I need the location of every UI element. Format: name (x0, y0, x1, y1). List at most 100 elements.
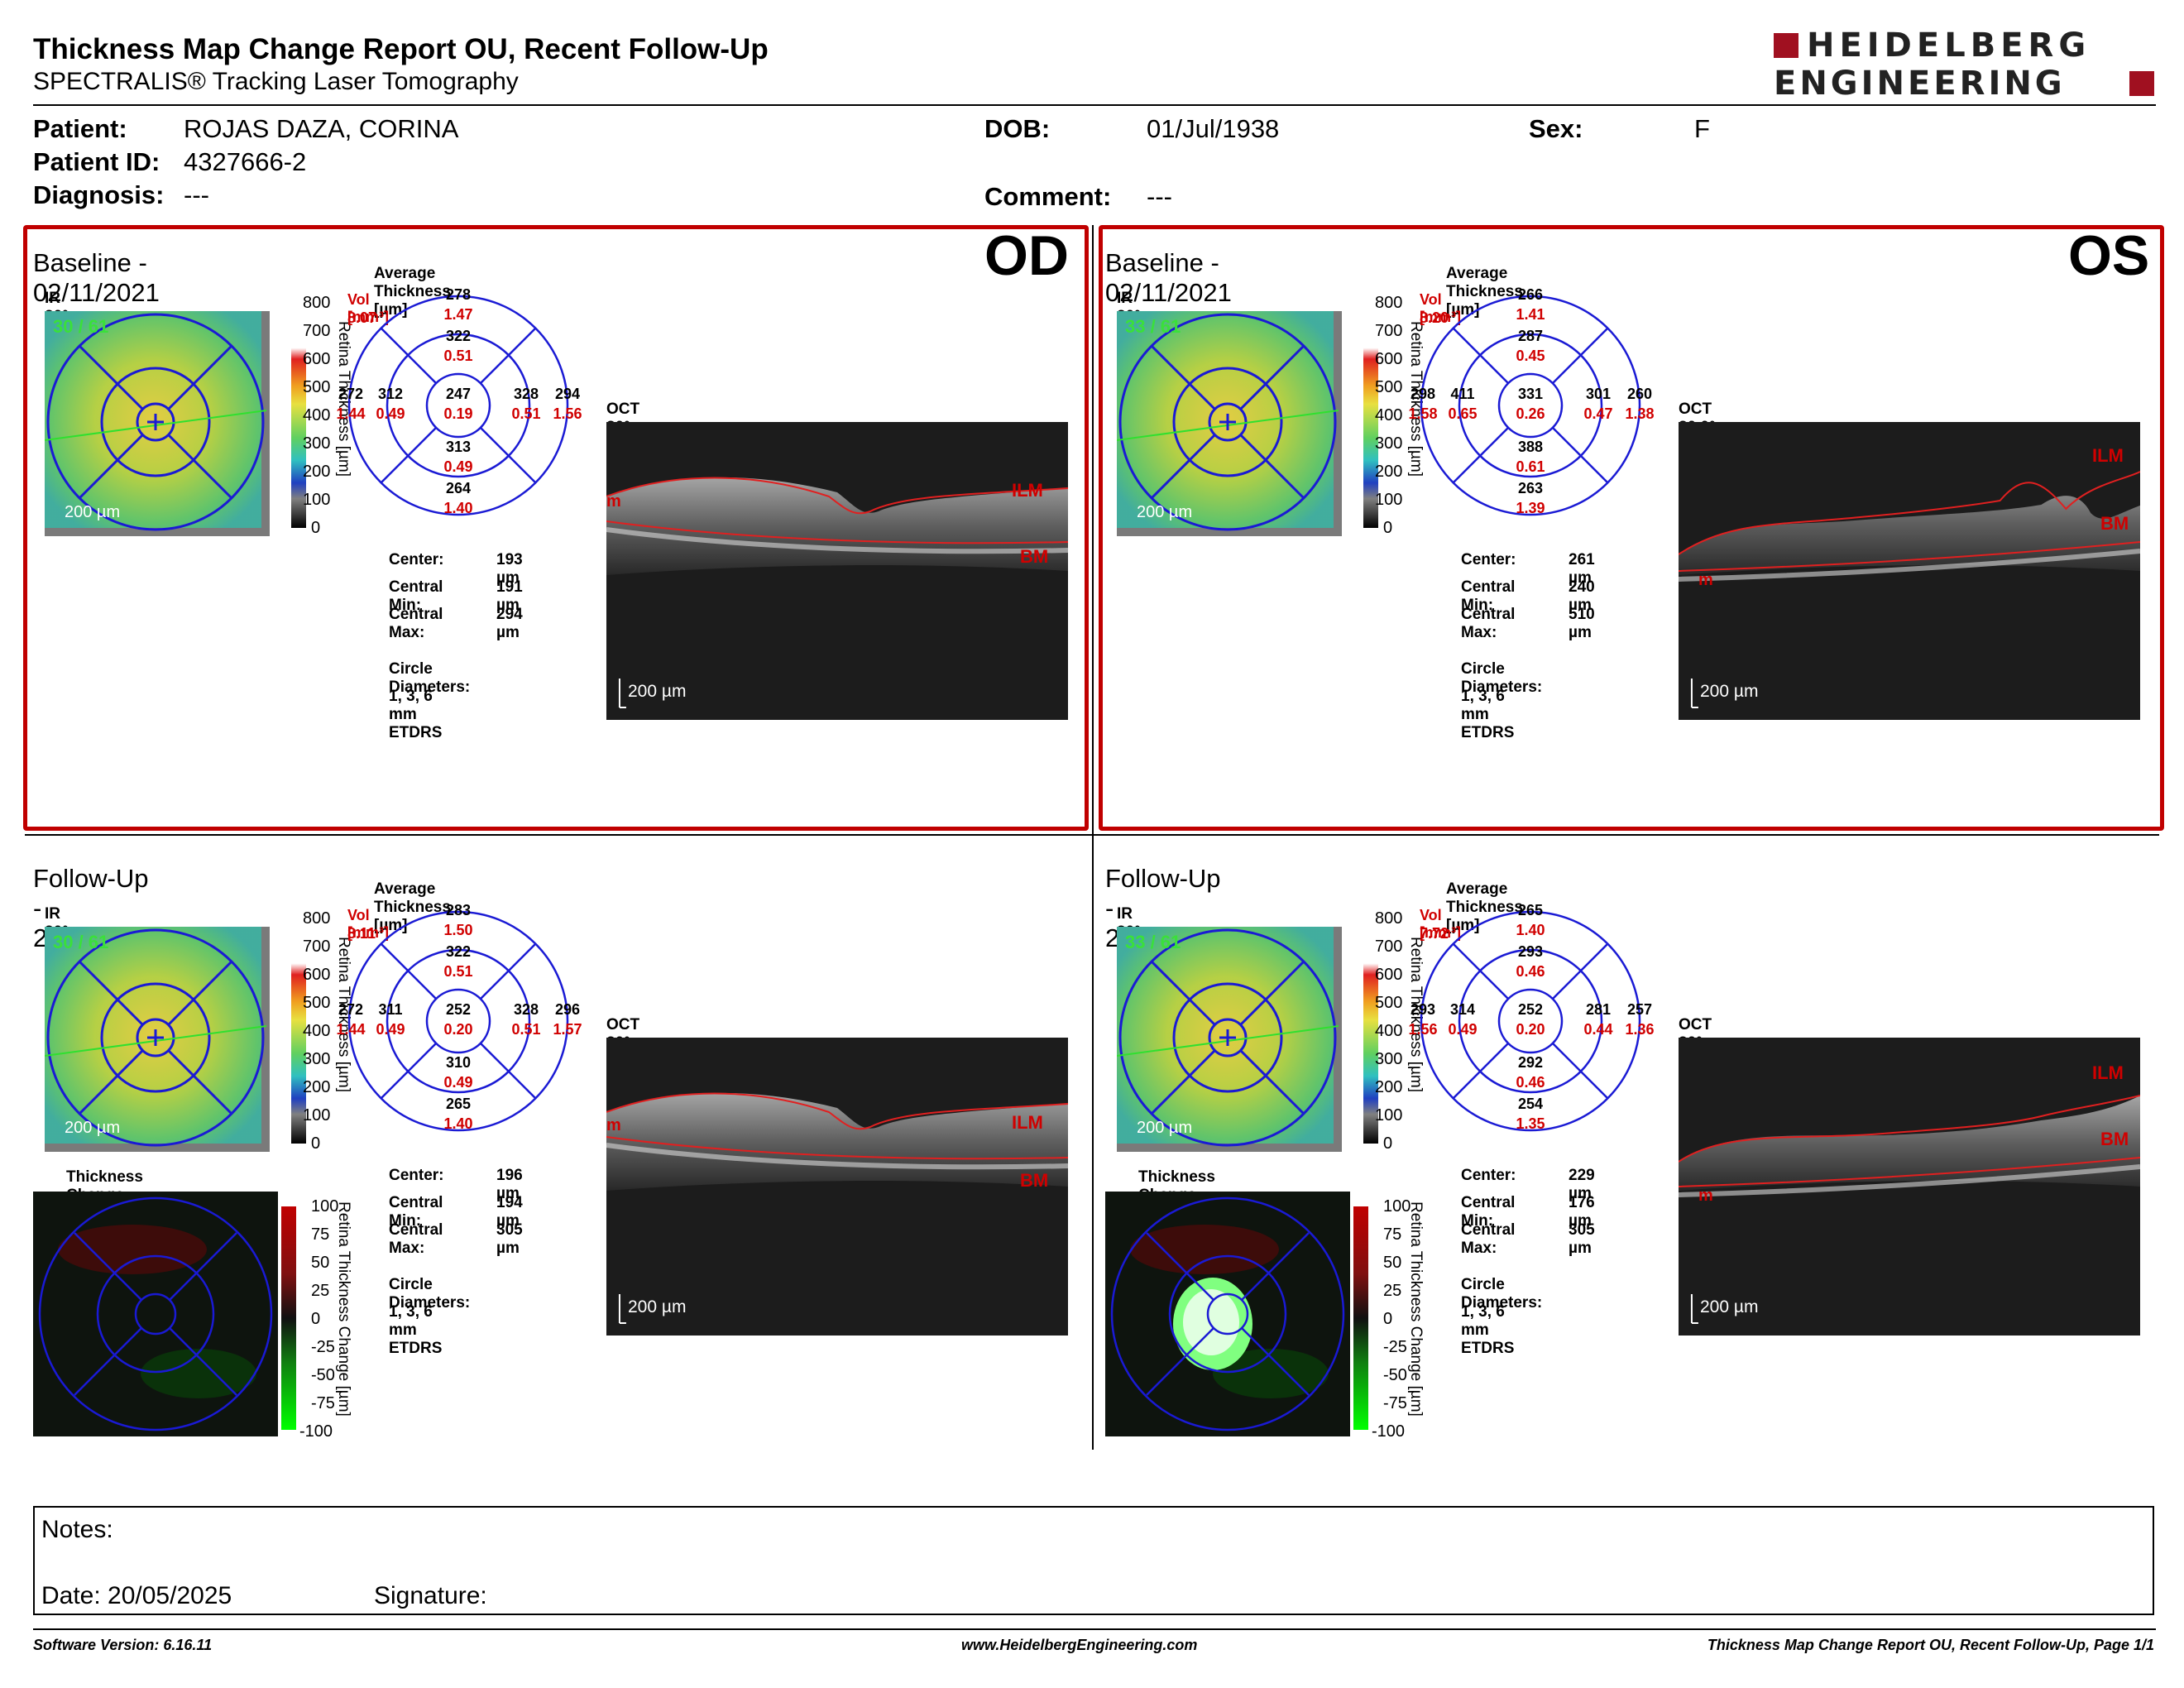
etdrs-top-volume: 1.50 (443, 922, 473, 938)
etdrs-ibot-volume: 0.46 (1516, 1074, 1545, 1091)
vol-label: Vol [mm³] (1420, 907, 1461, 941)
colorbar-tick: 700 (1375, 322, 1403, 340)
change-tick: 100 (1383, 1197, 1411, 1216)
etdrs-itop-thickness: 322 (445, 328, 472, 344)
change-tick: -100 (1372, 1422, 1406, 1441)
etdrs-bot-volume: 1.40 (443, 500, 473, 516)
thickness-change-map (1105, 1192, 1350, 1436)
change-tick: 50 (1383, 1254, 1402, 1272)
circle-diameters-value: 1, 3, 6 mm ETDRS (389, 688, 443, 741)
central-max-value: 305 µm (1569, 1221, 1595, 1257)
thickness-colorbar (291, 918, 306, 1144)
etdrs-right-volume: 1.36 (1625, 1021, 1655, 1038)
colorbar-tick: 600 (303, 966, 331, 984)
etdrs-ibot-thickness: 292 (1517, 1054, 1544, 1071)
center-value: 196 µm (496, 1167, 523, 1202)
sex-label: Sex: (1529, 114, 1583, 143)
etdrs-right-thickness: 296 (554, 1001, 581, 1018)
vol-label: Vol [mm³] (347, 907, 389, 941)
colorbar-tick: 100 (303, 491, 331, 509)
report-title: Thickness Map Change Report OU, Recent F… (33, 33, 769, 65)
etdrs-right-thickness: 294 (554, 386, 581, 402)
etdrs-bot-thickness: 264 (445, 480, 472, 496)
ir-thickness-map: 30 / 61 200 µm (45, 311, 270, 536)
m-label: m (1698, 571, 1713, 589)
logo-line1: HEIDELBERG (1807, 26, 2091, 65)
change-tick: 25 (311, 1282, 330, 1300)
etdrs-center-volume: 0.20 (443, 1021, 473, 1038)
etdrs-ileft-volume: 0.49 (376, 1021, 405, 1038)
central-min-value: 240 µm (1569, 578, 1595, 614)
central-min-label: Central Min: (389, 578, 443, 614)
etdrs-iright-thickness: 301 (1585, 386, 1612, 402)
center-label: Center: (1461, 1167, 1516, 1184)
colorbar-tick: 300 (1375, 434, 1403, 453)
colorbar-tick: 200 (303, 463, 331, 481)
scale-bar: 200 µm (65, 503, 121, 521)
central-max-label: Central Max: (1461, 606, 1516, 641)
etdrs-itop-volume: 0.51 (443, 348, 473, 364)
center-value: 261 µm (1569, 551, 1595, 587)
change-tick: -75 (1383, 1394, 1407, 1412)
date-label: Date: 20/05/2025 (41, 1582, 232, 1609)
circle-diameters-label: Circle Diameters: (389, 660, 471, 696)
thickness-colorbar (1363, 918, 1378, 1144)
ilm-label: ILM (2092, 1062, 2124, 1083)
central-min-value: 194 µm (496, 1194, 523, 1230)
etdrs-itop-volume: 0.45 (1516, 348, 1545, 364)
colorbar-tick: 400 (303, 1022, 331, 1040)
website-link[interactable]: www.HeidelbergEngineering.com (961, 1637, 1198, 1653)
os-baseline-frame (1099, 225, 2164, 831)
etdrs-ileft-thickness: 411 (1450, 386, 1475, 402)
colorbar-tick: 0 (311, 519, 321, 537)
etdrs-center-thickness: 331 (1517, 386, 1544, 402)
colorbar-tick: 400 (303, 406, 331, 424)
etdrs-itop-volume: 0.46 (1516, 963, 1545, 980)
etdrs-left-thickness: 293 (1410, 1001, 1436, 1018)
etdrs-left-thickness: 272 (338, 386, 364, 402)
change-tick: -25 (1383, 1338, 1407, 1356)
signature-label: Signature: (374, 1582, 487, 1609)
oct-bscan: ILM BM m 200 µm (606, 1038, 1068, 1336)
quality-label: 33 / 61 (1125, 316, 1181, 337)
colorbar-tick: 700 (303, 938, 331, 956)
etdrs-top-thickness: 266 (1517, 286, 1544, 303)
change-tick: 50 (311, 1254, 330, 1272)
etdrs-grid (1420, 295, 1641, 516)
colorbar-tick: 0 (1383, 1134, 1393, 1153)
etdrs-top-thickness: 283 (445, 902, 472, 918)
eye-label: OD (984, 224, 1069, 287)
etdrs-bot-thickness: 254 (1517, 1096, 1544, 1112)
thickness-change-map (33, 1192, 278, 1436)
colorbar-tick: 500 (1375, 994, 1403, 1012)
vol-total: 8.07 (347, 309, 377, 326)
central-min-label: Central Min: (1461, 1194, 1516, 1230)
bm-label: BM (2100, 1129, 2129, 1149)
colorbar-tick: 500 (303, 994, 331, 1012)
bm-label: BM (2100, 513, 2129, 534)
diagnosis-value: --- (184, 180, 209, 209)
comment-value: --- (1147, 182, 1172, 211)
etdrs-left-volume: 1.56 (1408, 1021, 1438, 1038)
etdrs-center-volume: 0.19 (443, 405, 473, 422)
change-tick: 0 (1383, 1310, 1393, 1328)
etdrs-top-volume: 1.47 (443, 306, 473, 323)
change-tick: 25 (1383, 1282, 1402, 1300)
circle-diameters-value: 1, 3, 6 mm ETDRS (389, 1303, 443, 1357)
etdrs-iright-thickness: 328 (513, 386, 539, 402)
etdrs-itop-thickness: 287 (1517, 328, 1544, 344)
report-subtitle: SPECTRALIS® Tracking Laser Tomography (33, 68, 519, 95)
etdrs-bot-thickness: 263 (1517, 480, 1544, 496)
colorbar-tick: 600 (303, 350, 331, 368)
etdrs-left-volume: 1.44 (336, 405, 366, 422)
vol-total: 7.72 (1420, 925, 1449, 942)
diagnosis-label: Diagnosis: (33, 180, 165, 209)
ir-thickness-map: 30 / 61 200 µm (45, 927, 270, 1152)
quality-label: 33 / 61 (1125, 932, 1181, 952)
change-axis-label: Retina Thickness Change [µm] (1407, 1201, 1425, 1417)
central-max-label: Central Max: (389, 606, 443, 641)
etdrs-itop-thickness: 322 (445, 943, 472, 960)
change-tick: 75 (311, 1225, 330, 1244)
etdrs-iright-thickness: 281 (1585, 1001, 1612, 1018)
center-label: Center: (1461, 551, 1516, 568)
